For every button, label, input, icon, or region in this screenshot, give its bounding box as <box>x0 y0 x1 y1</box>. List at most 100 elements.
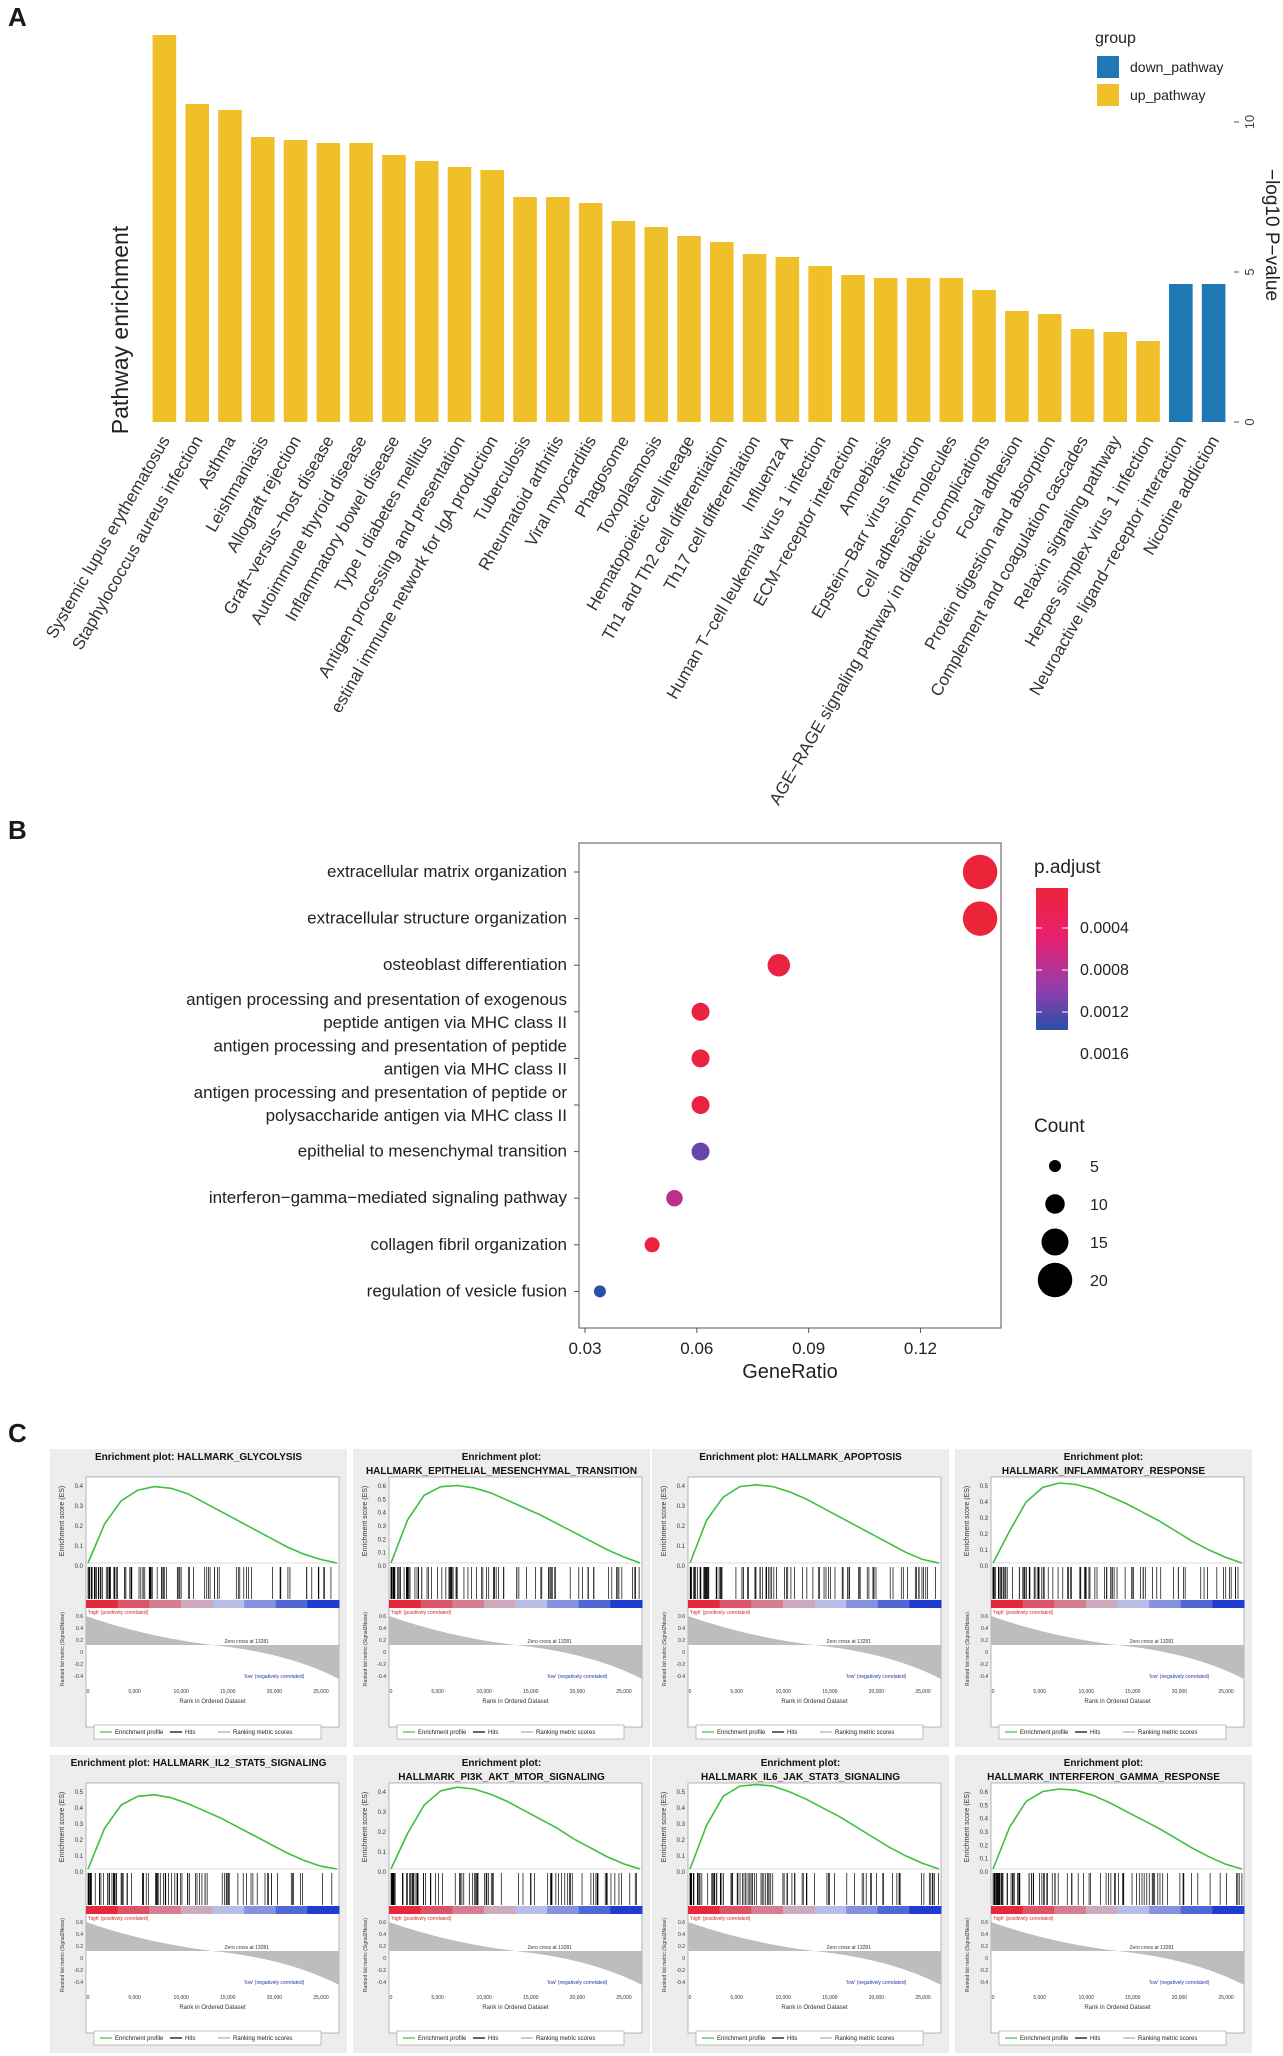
bar-11 <box>513 197 537 422</box>
x-tick-2: 10,000 <box>776 1995 792 2001</box>
es-axis-label: Enrichment score (ES) <box>661 1486 668 1556</box>
y-tick-label-1: 5 <box>1242 268 1257 275</box>
metric-tick-4: -0.2 <box>74 1662 83 1668</box>
metric-tick-4: -0.2 <box>377 1662 386 1668</box>
metric-tick-0: 0.6 <box>981 1614 988 1620</box>
heat-segment-3 <box>1085 1600 1118 1608</box>
gsea-legend-box <box>396 2030 625 2046</box>
x-tick-4: 20,000 <box>570 1995 586 2001</box>
gsea-title-1: HALLMARK_EPITHELIAL_MESENCHYMAL_TRANSITI… <box>366 1466 637 1477</box>
gsea-legend-label-1: Hits <box>1090 1730 1100 1736</box>
size-legend-title: Count <box>1034 1116 1085 1137</box>
es-tick-2: 0.3 <box>75 1822 84 1828</box>
gsea-title-0: Enrichment plot: <box>1064 1452 1143 1463</box>
gsea-plot-3: Enrichment plot: HALLMARK_INFLAMMATORY_RE… <box>955 1449 1252 1747</box>
metric-tick-4: -0.2 <box>676 1968 685 1974</box>
metric-tick-2: 0.2 <box>76 1944 83 1950</box>
heat-segment-7 <box>610 1600 643 1608</box>
heat-segment-0 <box>86 1906 119 1914</box>
size-key-label-3: 20 <box>1090 1273 1108 1290</box>
metric-axis-label: Ranked list metric (Signal2Noise) <box>965 1918 971 1992</box>
x-tick-3: 15,000 <box>523 1995 539 2001</box>
metric-tick-3: 0 <box>383 1650 386 1656</box>
heat-segment-4 <box>212 1906 245 1914</box>
x-tick-0: 0 <box>87 1995 90 2001</box>
x-axis-label: Rank in Ordered Dataset <box>781 2005 848 2011</box>
gsea-plot-1: Enrichment plot: HALLMARK_EPITHELIAL_MESE… <box>353 1449 650 1747</box>
gsea-legend-label-0: Enrichment profile <box>1020 2036 1069 2042</box>
metric-tick-1: 0.4 <box>678 1932 685 1938</box>
metric-tick-5: -0.4 <box>676 1674 685 1680</box>
es-tick-0: 0.5 <box>677 1790 686 1796</box>
es-tick-3: 0.3 <box>980 1830 989 1836</box>
ranking-metric-area <box>688 1922 941 1985</box>
es-curve <box>390 1484 641 1564</box>
es-tick-5: 0.0 <box>75 1870 84 1876</box>
gsea-legend-label-2: Ranking metric scores <box>835 2036 894 2042</box>
heat-segment-4 <box>1117 1906 1150 1914</box>
dot-1 <box>962 901 998 936</box>
term-label-4-1: antigen via MHC class II <box>384 1059 567 1078</box>
x-tick-2: 10,000 <box>477 1995 493 2001</box>
es-tick-3: 0.1 <box>75 1544 84 1550</box>
gsea-legend-label-0: Enrichment profile <box>115 2036 164 2042</box>
neg-label: 'low' (negatively correlated) <box>244 1980 305 1986</box>
x-tick-label-1: 0.06 <box>680 1339 713 1358</box>
pos-label: 'high' (positively correlated) <box>391 1916 452 1922</box>
metric-axis-label: Ranked list metric (Signal2Noise) <box>363 1612 369 1686</box>
metric-tick-3: 0 <box>985 1650 988 1656</box>
metric-tick-5: -0.4 <box>377 1674 386 1680</box>
gsea-legend-label-2: Ranking metric scores <box>536 1730 595 1736</box>
heat-segment-4 <box>1117 1600 1150 1608</box>
heat-segment-6 <box>1180 1906 1213 1914</box>
neg-label: 'low' (negatively correlated) <box>547 1980 608 1986</box>
heat-segment-0 <box>389 1906 422 1914</box>
x-axis-label: Rank in Ordered Dataset <box>1084 2005 1151 2011</box>
x-tick-0: 0 <box>992 1995 995 2001</box>
gsea-legend-label-0: Enrichment profile <box>717 1730 766 1736</box>
heat-segment-4 <box>814 1600 847 1608</box>
gsea-title-0: Enrichment plot: <box>1064 1758 1143 1769</box>
panel-label-c: C <box>8 1418 27 1448</box>
es-tick-0: 0.4 <box>378 1790 387 1796</box>
es-tick-1: 0.3 <box>677 1504 686 1510</box>
ranking-metric-area <box>991 1922 1244 1985</box>
gsea-title-0: Enrichment plot: <box>462 1758 541 1769</box>
gsea-title-1: HALLMARK_INFLAMMATORY_RESPONSE <box>1002 1466 1205 1477</box>
gsea-legend-label-0: Enrichment profile <box>1020 1730 1069 1736</box>
metric-tick-0: 0.6 <box>678 1920 685 1926</box>
es-curve <box>689 1483 940 1564</box>
size-key-dot-2 <box>1041 1228 1069 1256</box>
color-tick-label-0: 0.0004 <box>1080 920 1129 937</box>
x-tick-4: 20,000 <box>267 1689 283 1695</box>
gsea-plot-grid: Enrichment plot: HALLMARK_GLYCOLYSIS 0.4 0… <box>50 1449 1252 2053</box>
heat-segment-4 <box>515 1600 548 1608</box>
gsea-legend-box <box>998 2030 1227 2046</box>
neg-label: 'low' (negatively correlated) <box>1149 1980 1210 1986</box>
neg-label: 'low' (negatively correlated) <box>846 1674 907 1680</box>
x-tick-5: 25,000 <box>915 1689 931 1695</box>
term-label-7-0: interferon−gamma−mediated signaling path… <box>209 1188 568 1207</box>
heat-segment-5 <box>1149 1906 1182 1914</box>
gsea-title-0: Enrichment plot: HALLMARK_APOPTOSIS <box>699 1452 902 1463</box>
x-tick-1: 5,000 <box>730 1995 743 2001</box>
metric-tick-1: 0.4 <box>678 1626 685 1632</box>
metric-tick-5: -0.4 <box>377 1980 386 1986</box>
es-tick-0: 0.4 <box>677 1484 686 1490</box>
metric-tick-4: -0.2 <box>979 1662 988 1668</box>
metric-tick-1: 0.4 <box>981 1932 988 1938</box>
heat-segment-1 <box>420 1906 453 1914</box>
heat-segment-4 <box>515 1906 548 1914</box>
x-tick-label-2: 0.09 <box>792 1339 825 1358</box>
gsea-legend-box <box>93 2030 322 2046</box>
es-axis-label: Enrichment score (ES) <box>362 1792 369 1862</box>
es-tick-3: 0.1 <box>378 1850 387 1856</box>
es-tick-0: 0.4 <box>75 1484 84 1490</box>
es-tick-0: 0.6 <box>378 1484 387 1490</box>
right-axis-label: −log10 P−value <box>1261 169 1282 301</box>
heat-segment-3 <box>782 1906 815 1914</box>
bar-25 <box>972 290 996 422</box>
metric-tick-0: 0.6 <box>76 1920 83 1926</box>
bar-22 <box>873 278 898 422</box>
es-axis-label: Enrichment score (ES) <box>661 1792 668 1862</box>
